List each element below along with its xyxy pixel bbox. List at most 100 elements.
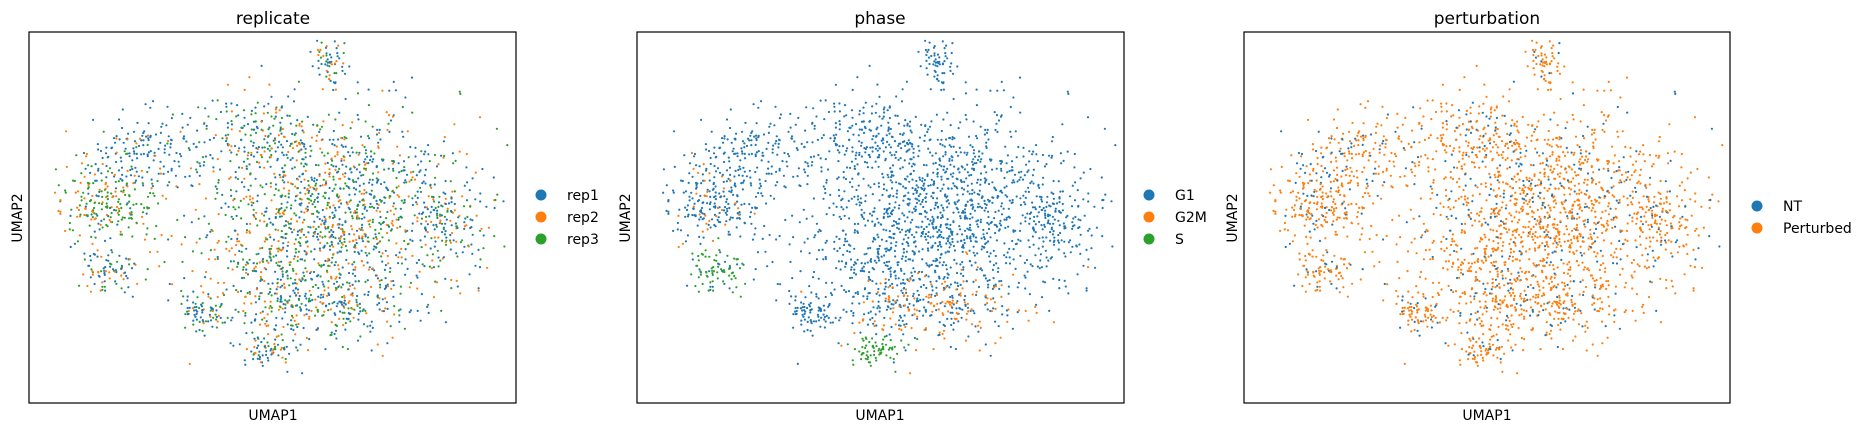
scatter-point bbox=[245, 231, 248, 234]
scatter-point bbox=[912, 292, 915, 295]
scatter-point bbox=[92, 252, 95, 255]
scatter-point bbox=[951, 136, 954, 139]
scatter-point bbox=[978, 205, 982, 208]
scatter-point bbox=[978, 320, 981, 323]
scatter-point bbox=[324, 63, 327, 66]
scatter-point bbox=[283, 282, 286, 285]
scatter-point bbox=[948, 136, 951, 140]
legend-label: rep1 bbox=[567, 188, 599, 204]
scatter-point bbox=[1024, 203, 1027, 206]
scatter-point bbox=[399, 207, 402, 210]
scatter-point bbox=[258, 166, 261, 169]
scatter-point bbox=[339, 237, 342, 240]
scatter-point bbox=[159, 131, 162, 134]
scatter-point bbox=[794, 306, 797, 310]
scatter-point bbox=[429, 211, 432, 214]
scatter-point bbox=[391, 190, 394, 193]
scatter-point bbox=[935, 257, 938, 260]
scatter-point bbox=[282, 213, 285, 216]
scatter-point bbox=[107, 215, 110, 218]
legend-label: rep2 bbox=[567, 210, 599, 226]
scatter-point bbox=[749, 211, 753, 214]
scatter-point bbox=[400, 216, 403, 219]
scatter-point bbox=[389, 325, 392, 328]
scatter-point bbox=[876, 144, 879, 148]
scatter-point bbox=[886, 208, 889, 211]
scatter-point bbox=[851, 177, 854, 180]
scatter-point bbox=[238, 130, 241, 133]
scatter-point bbox=[275, 254, 278, 257]
scatter-point bbox=[825, 213, 828, 216]
scatter-point bbox=[351, 294, 354, 297]
scatter-point bbox=[1013, 181, 1016, 184]
scatter-point bbox=[913, 313, 916, 316]
scatter-point bbox=[198, 320, 201, 323]
scatter-point bbox=[931, 154, 934, 157]
scatter-point bbox=[681, 179, 684, 183]
scatter-point bbox=[113, 208, 116, 212]
scatter-point bbox=[900, 289, 903, 292]
scatter-point bbox=[890, 303, 893, 306]
scatter-point bbox=[255, 270, 258, 273]
scatter-point bbox=[361, 144, 364, 147]
scatter-point bbox=[281, 275, 284, 278]
scatter-point bbox=[288, 226, 291, 229]
scatter-point bbox=[254, 131, 258, 134]
scatter-point bbox=[130, 217, 133, 220]
scatter-point bbox=[712, 187, 715, 190]
scatter-point bbox=[315, 178, 318, 182]
scatter-point bbox=[182, 135, 186, 138]
scatter-point bbox=[365, 209, 368, 212]
scatter-point bbox=[269, 156, 272, 159]
scatter-point bbox=[268, 307, 271, 310]
scatter-point bbox=[989, 252, 992, 255]
scatter-point bbox=[229, 189, 232, 192]
scatter-point bbox=[416, 216, 419, 219]
scatter-point bbox=[258, 355, 262, 359]
scatter-point bbox=[324, 46, 328, 49]
scatter-point bbox=[808, 252, 811, 255]
scatter-point bbox=[286, 201, 289, 204]
scatter-point bbox=[126, 152, 129, 155]
scatter-point bbox=[440, 204, 443, 207]
scatter-point bbox=[148, 251, 152, 254]
scatter-point bbox=[946, 317, 949, 320]
scatter-point bbox=[898, 204, 901, 207]
scatter-point bbox=[381, 221, 384, 225]
scatter-point bbox=[976, 158, 980, 162]
scatter-point bbox=[709, 195, 712, 198]
scatter-point bbox=[884, 343, 888, 346]
scatter-point bbox=[872, 322, 875, 325]
scatter-point bbox=[221, 193, 224, 196]
scatter-point bbox=[355, 180, 358, 183]
scatter-point bbox=[891, 181, 894, 184]
scatter-point bbox=[1018, 178, 1021, 181]
scatter-point bbox=[902, 282, 905, 285]
scatter-point bbox=[838, 120, 841, 123]
scatter-point bbox=[994, 254, 997, 258]
scatter-point bbox=[236, 237, 239, 240]
scatter-point bbox=[911, 274, 914, 278]
scatter-point bbox=[1054, 207, 1057, 210]
scatter-point bbox=[856, 76, 859, 79]
scatter-point bbox=[109, 216, 112, 219]
scatter-point bbox=[798, 221, 801, 224]
scatter-point bbox=[305, 236, 308, 239]
scatter-point bbox=[284, 307, 287, 310]
scatter-point bbox=[810, 291, 813, 294]
scatter-point bbox=[322, 296, 325, 299]
scatter-point bbox=[1005, 185, 1008, 188]
scatter-point bbox=[886, 140, 889, 143]
scatter-point bbox=[153, 194, 156, 197]
scatter-point bbox=[914, 240, 917, 243]
scatter-point bbox=[243, 177, 246, 180]
scatter-point bbox=[128, 217, 131, 220]
scatter-point bbox=[880, 223, 883, 226]
scatter-point bbox=[358, 237, 361, 240]
scatter-point bbox=[243, 88, 246, 91]
scatter-point bbox=[805, 106, 808, 109]
scatter-point bbox=[874, 341, 877, 344]
scatter-point bbox=[994, 342, 997, 345]
scatter-point bbox=[875, 261, 878, 264]
scatter-point bbox=[901, 88, 904, 91]
